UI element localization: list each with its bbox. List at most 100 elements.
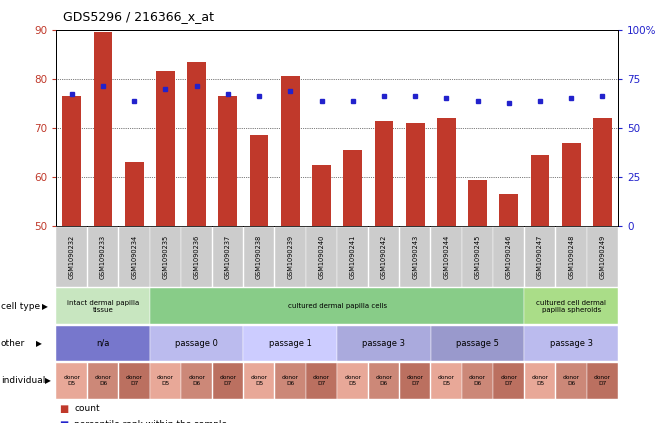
- Bar: [462, 227, 493, 287]
- Bar: [556, 363, 586, 398]
- Bar: [62, 96, 81, 226]
- Text: ▶: ▶: [45, 376, 51, 385]
- Bar: [94, 32, 112, 226]
- Text: donor
D7: donor D7: [594, 375, 611, 386]
- Text: ▶: ▶: [36, 339, 42, 348]
- Bar: [431, 227, 461, 287]
- Text: GSM1090247: GSM1090247: [537, 235, 543, 279]
- Bar: [462, 363, 493, 398]
- Bar: [187, 62, 206, 226]
- Text: GSM1090238: GSM1090238: [256, 235, 262, 279]
- Bar: [587, 363, 618, 398]
- Text: GSM1090239: GSM1090239: [288, 235, 293, 279]
- Text: ■: ■: [59, 404, 69, 414]
- Text: donor
D5: donor D5: [531, 375, 549, 386]
- Bar: [494, 363, 524, 398]
- Bar: [244, 227, 274, 287]
- Text: donor
D5: donor D5: [157, 375, 174, 386]
- Text: donor
D6: donor D6: [282, 375, 299, 386]
- Bar: [524, 326, 618, 361]
- Bar: [244, 363, 274, 398]
- Bar: [243, 326, 337, 361]
- Text: cell type: cell type: [1, 302, 40, 311]
- Text: cultured cell dermal
papilla spheroids: cultured cell dermal papilla spheroids: [536, 300, 606, 313]
- Bar: [525, 227, 555, 287]
- Bar: [150, 363, 180, 398]
- Bar: [181, 227, 212, 287]
- Bar: [337, 227, 368, 287]
- Text: donor
D6: donor D6: [469, 375, 486, 386]
- Bar: [494, 227, 524, 287]
- Text: passage 3: passage 3: [362, 339, 405, 348]
- Bar: [56, 227, 87, 287]
- Bar: [306, 227, 337, 287]
- Text: donor
D5: donor D5: [63, 375, 80, 386]
- Text: GSM1090240: GSM1090240: [319, 235, 325, 279]
- Bar: [468, 180, 487, 226]
- Text: passage 1: passage 1: [269, 339, 312, 348]
- Bar: [88, 227, 118, 287]
- Text: cultured dermal papilla cells: cultured dermal papilla cells: [288, 303, 387, 309]
- Bar: [213, 227, 243, 287]
- Bar: [400, 227, 430, 287]
- Text: GSM1090248: GSM1090248: [568, 235, 574, 279]
- Text: donor
D5: donor D5: [251, 375, 268, 386]
- Text: donor
D6: donor D6: [188, 375, 205, 386]
- Text: donor
D7: donor D7: [500, 375, 518, 386]
- Bar: [587, 227, 618, 287]
- Bar: [281, 76, 299, 226]
- Bar: [369, 363, 399, 398]
- Bar: [375, 121, 393, 226]
- Text: GSM1090241: GSM1090241: [350, 235, 356, 279]
- Bar: [593, 118, 612, 226]
- Bar: [119, 227, 149, 287]
- Bar: [219, 96, 237, 226]
- Bar: [431, 326, 524, 361]
- Bar: [181, 363, 212, 398]
- Text: donor
D6: donor D6: [95, 375, 112, 386]
- Text: ▶: ▶: [42, 302, 48, 311]
- Text: GSM1090249: GSM1090249: [600, 235, 605, 279]
- Text: GSM1090244: GSM1090244: [444, 235, 449, 279]
- Bar: [556, 227, 586, 287]
- Text: percentile rank within the sample: percentile rank within the sample: [74, 420, 227, 423]
- Bar: [500, 194, 518, 226]
- Text: GDS5296 / 216366_x_at: GDS5296 / 216366_x_at: [63, 10, 214, 23]
- Bar: [56, 363, 87, 398]
- Bar: [56, 288, 150, 324]
- Text: intact dermal papilla
tissue: intact dermal papilla tissue: [67, 300, 139, 313]
- Bar: [150, 326, 243, 361]
- Text: GSM1090245: GSM1090245: [475, 235, 481, 279]
- Bar: [400, 363, 430, 398]
- Bar: [437, 118, 455, 226]
- Text: donor
D6: donor D6: [563, 375, 580, 386]
- Bar: [119, 363, 149, 398]
- Text: passage 3: passage 3: [550, 339, 593, 348]
- Text: GSM1090232: GSM1090232: [69, 235, 75, 279]
- Text: GSM1090234: GSM1090234: [132, 235, 137, 279]
- Bar: [312, 165, 331, 226]
- Text: GSM1090237: GSM1090237: [225, 235, 231, 279]
- Bar: [150, 288, 524, 324]
- Bar: [275, 363, 305, 398]
- Text: count: count: [74, 404, 100, 412]
- Text: other: other: [1, 339, 25, 348]
- Text: GSM1090242: GSM1090242: [381, 235, 387, 279]
- Bar: [56, 326, 150, 361]
- Bar: [275, 227, 305, 287]
- Text: donor
D7: donor D7: [126, 375, 143, 386]
- Text: donor
D5: donor D5: [438, 375, 455, 386]
- Text: donor
D6: donor D6: [375, 375, 393, 386]
- Text: individual: individual: [1, 376, 45, 385]
- Bar: [531, 155, 549, 226]
- Text: donor
D7: donor D7: [313, 375, 330, 386]
- Text: GSM1090236: GSM1090236: [194, 235, 200, 279]
- Bar: [562, 143, 580, 226]
- Text: GSM1090246: GSM1090246: [506, 235, 512, 279]
- Bar: [337, 326, 431, 361]
- Text: GSM1090235: GSM1090235: [163, 235, 169, 279]
- Text: passage 0: passage 0: [175, 339, 218, 348]
- Bar: [431, 363, 461, 398]
- Bar: [150, 227, 180, 287]
- Text: n/a: n/a: [97, 339, 110, 348]
